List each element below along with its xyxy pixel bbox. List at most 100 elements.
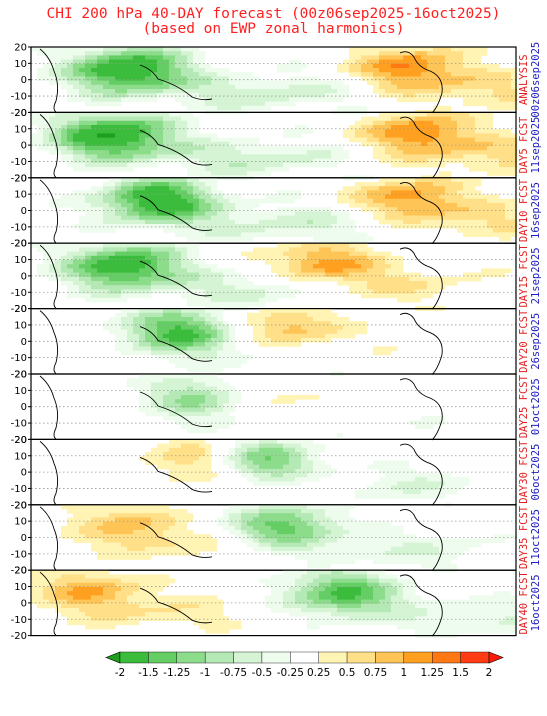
panel-date: 00z06sep2025 bbox=[530, 42, 542, 118]
panel-label: DAY5 FCST bbox=[518, 116, 530, 174]
y-tick-label: 20 bbox=[14, 108, 27, 119]
colorbar-tick-label: -0.25 bbox=[277, 667, 304, 679]
y-tick-label: 0 bbox=[21, 337, 27, 348]
colorbar-tick-label: -0.5 bbox=[252, 667, 273, 679]
panel-7: 20 10 0 -10 -20 DAY30 FCST 06oct2025 bbox=[11, 435, 542, 511]
colorbar-tick-label: 1 bbox=[401, 667, 408, 679]
colorbar-swatch bbox=[346, 651, 376, 664]
y-tick-label: 10 bbox=[14, 59, 27, 70]
y-tick-label: -20 bbox=[11, 566, 27, 577]
y-tick-label: 10 bbox=[14, 582, 27, 593]
y-tick-label: 20 bbox=[14, 500, 27, 511]
y-tick-label: -20 bbox=[11, 631, 27, 642]
panel-9: 20 10 0 -10 -20 DAY40 FCST 16oct2025 bbox=[11, 566, 542, 642]
colorbar-tick-label: -2 bbox=[115, 667, 125, 679]
colorbar-tick-label: 1.5 bbox=[452, 667, 469, 679]
panel-label: DAY25 FCST bbox=[518, 374, 530, 438]
y-tick-label: -20 bbox=[11, 173, 27, 184]
panel-date: 16oct2025 bbox=[530, 574, 542, 631]
colorbar-swatch bbox=[375, 651, 405, 664]
panel-date: 21sep2025 bbox=[530, 247, 542, 304]
y-tick-label: 10 bbox=[14, 124, 27, 135]
panel-label: DAY30 FCST bbox=[518, 440, 530, 504]
colorbar-swatch bbox=[403, 651, 433, 664]
colorbar-tick-label: -1.25 bbox=[163, 667, 190, 679]
panel-label: DAY15 FCST bbox=[518, 244, 530, 308]
y-tick-label: -10 bbox=[11, 419, 27, 430]
colorbar-swatch bbox=[318, 651, 348, 664]
y-tick-label: -10 bbox=[11, 549, 27, 560]
colorbar-swatch bbox=[432, 651, 461, 664]
panel-1: 20 10 0 -10 -20 ANALYSIS 00z06sep2025 bbox=[11, 42, 542, 119]
y-tick-label: -10 bbox=[11, 157, 27, 168]
y-tick-label: 0 bbox=[21, 402, 27, 413]
panel-6: 20 10 0 -10 -20 DAY25 FCST 01oct2025 bbox=[11, 370, 542, 446]
panel-date: 11oct2025 bbox=[530, 509, 542, 566]
colorbar-tick-label: 2 bbox=[486, 667, 493, 679]
y-tick-label: -20 bbox=[11, 108, 27, 119]
colorbar-tick-label: 1.25 bbox=[421, 667, 444, 679]
panel-date: 11sep2025 bbox=[530, 117, 542, 174]
panel-date: 01oct2025 bbox=[530, 378, 542, 435]
colorbar-max-arrow bbox=[488, 651, 504, 664]
y-tick-label: 0 bbox=[21, 141, 27, 152]
y-tick-label: -20 bbox=[11, 370, 27, 381]
y-tick-label: -10 bbox=[11, 222, 27, 233]
colorbar-swatch bbox=[233, 651, 263, 664]
colorbar-min-arrow bbox=[105, 651, 121, 664]
y-tick-label: -10 bbox=[11, 484, 27, 495]
y-tick-label: 0 bbox=[21, 598, 27, 609]
y-tick-label: -10 bbox=[11, 288, 27, 299]
y-tick-label: 10 bbox=[14, 386, 27, 397]
y-tick-label: 0 bbox=[21, 206, 27, 217]
y-tick-label: 10 bbox=[14, 517, 27, 528]
y-tick-label: 10 bbox=[14, 320, 27, 331]
panel-label: DAY35 FCST bbox=[518, 505, 530, 569]
colorbar: -2 -1.5 -1.25 -1 -0.75 -0.5 -0.25 0.25 0.5 0.75 1 1… bbox=[105, 651, 504, 679]
y-tick-label: 20 bbox=[14, 304, 27, 315]
y-tick-label: 0 bbox=[21, 75, 27, 86]
colorbar-tick-label: 0.75 bbox=[364, 667, 387, 679]
y-tick-label: -20 bbox=[11, 500, 27, 511]
panel-date: 06oct2025 bbox=[530, 444, 542, 501]
panel-2: 20 10 0 -10 -20 DAY5 FCST 11sep2025 bbox=[11, 108, 542, 184]
y-tick-label: -20 bbox=[11, 304, 27, 315]
colorbar-swatch bbox=[460, 651, 490, 664]
chart-title: CHI 200 hPa 40-DAY forecast (00z06sep202… bbox=[46, 6, 501, 22]
panel-date: 16sep2025 bbox=[530, 182, 542, 239]
panel-3: 20 10 0 -10 -20 DAY10 FCST 16sep2025 bbox=[11, 173, 542, 249]
panel-8: 20 10 0 -10 -20 DAY35 FCST 11oct2025 bbox=[11, 500, 542, 576]
y-tick-label: -10 bbox=[11, 353, 27, 364]
y-tick-label: 10 bbox=[14, 190, 27, 201]
y-tick-label: 0 bbox=[21, 533, 27, 544]
colorbar-tick-label: 0.5 bbox=[339, 667, 356, 679]
y-tick-label: 20 bbox=[14, 239, 27, 250]
y-tick-label: -10 bbox=[11, 92, 27, 103]
y-tick-label: 20 bbox=[14, 43, 27, 54]
colorbar-tick-label: -1 bbox=[200, 667, 210, 679]
panel-label: DAY40 FCST bbox=[518, 571, 530, 635]
colorbar-tick-label: -1.5 bbox=[138, 667, 159, 679]
y-tick-label: -20 bbox=[11, 435, 27, 446]
y-tick-label: 20 bbox=[14, 435, 27, 446]
colorbar-swatch bbox=[261, 651, 291, 664]
colorbar-tick-label: 0.25 bbox=[307, 667, 330, 679]
y-tick-label: 0 bbox=[21, 468, 27, 479]
y-tick-label: -10 bbox=[11, 615, 27, 626]
panel-4: 20 10 0 -10 -20 DAY15 FCST 21sep2025 bbox=[11, 239, 542, 315]
colorbar-swatch bbox=[204, 651, 234, 664]
panel-label: DAY10 FCST bbox=[518, 178, 530, 242]
y-tick-label: 20 bbox=[14, 173, 27, 184]
colorbar-swatch bbox=[176, 651, 206, 664]
y-tick-label: 0 bbox=[21, 271, 27, 282]
panel-label: ANALYSIS bbox=[518, 54, 530, 105]
panel-date: 26sep2025 bbox=[530, 313, 542, 370]
colorbar-swatch bbox=[148, 651, 177, 664]
panel-label: DAY20 FCST bbox=[518, 309, 530, 373]
y-tick-label: 10 bbox=[14, 451, 27, 462]
y-tick-label: 20 bbox=[14, 370, 27, 381]
panel-5: 20 10 0 -10 -20 DAY20 FCST 26sep2025 bbox=[11, 304, 542, 380]
colorbar-tick-label: -0.75 bbox=[220, 667, 247, 679]
chart-subtitle: (based on EWP zonal harmonics) bbox=[142, 21, 405, 37]
